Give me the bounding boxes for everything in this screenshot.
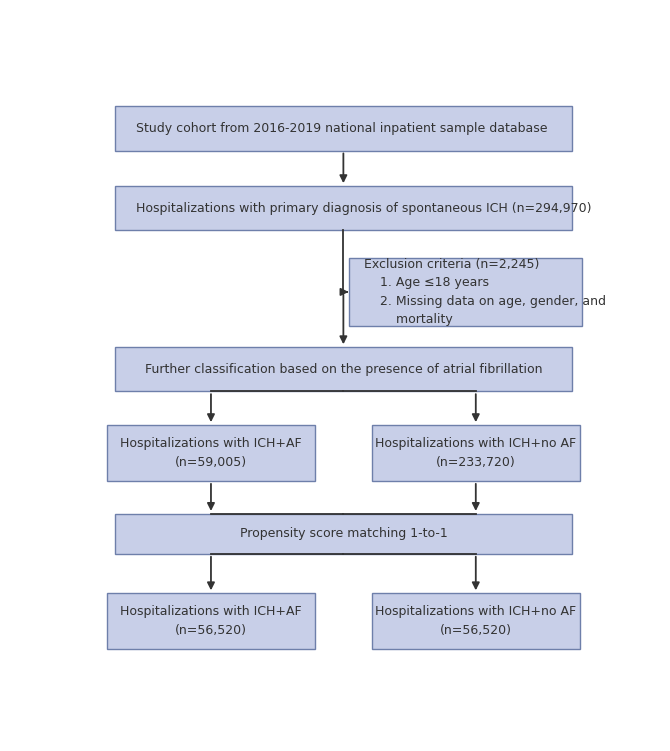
Text: Hospitalizations with ICH+no AF
(n=233,720): Hospitalizations with ICH+no AF (n=233,7… [375, 437, 576, 469]
Text: Propensity score matching 1-to-1: Propensity score matching 1-to-1 [239, 527, 448, 541]
FancyBboxPatch shape [115, 347, 572, 391]
FancyBboxPatch shape [107, 593, 315, 649]
FancyBboxPatch shape [115, 514, 572, 554]
Text: Exclusion criteria (n=2,245)
    1. Age ≤18 years
    2. Missing data on age, ge: Exclusion criteria (n=2,245) 1. Age ≤18 … [364, 258, 606, 326]
Text: Study cohort from 2016-2019 national inpatient sample database: Study cohort from 2016-2019 national inp… [135, 122, 547, 135]
Text: Hospitalizations with ICH+no AF
(n=56,520): Hospitalizations with ICH+no AF (n=56,52… [375, 605, 576, 637]
FancyBboxPatch shape [115, 107, 572, 151]
FancyBboxPatch shape [372, 425, 580, 481]
Text: Hospitalizations with primary diagnosis of spontaneous ICH (n=294,970): Hospitalizations with primary diagnosis … [135, 201, 591, 215]
Text: Hospitalizations with ICH+AF
(n=56,520): Hospitalizations with ICH+AF (n=56,520) [120, 605, 302, 637]
FancyBboxPatch shape [348, 258, 582, 326]
FancyBboxPatch shape [115, 186, 572, 231]
FancyBboxPatch shape [107, 425, 315, 481]
Text: Further classification based on the presence of atrial fibrillation: Further classification based on the pres… [145, 363, 542, 376]
Text: Hospitalizations with ICH+AF
(n=59,005): Hospitalizations with ICH+AF (n=59,005) [120, 437, 302, 469]
FancyBboxPatch shape [372, 593, 580, 649]
